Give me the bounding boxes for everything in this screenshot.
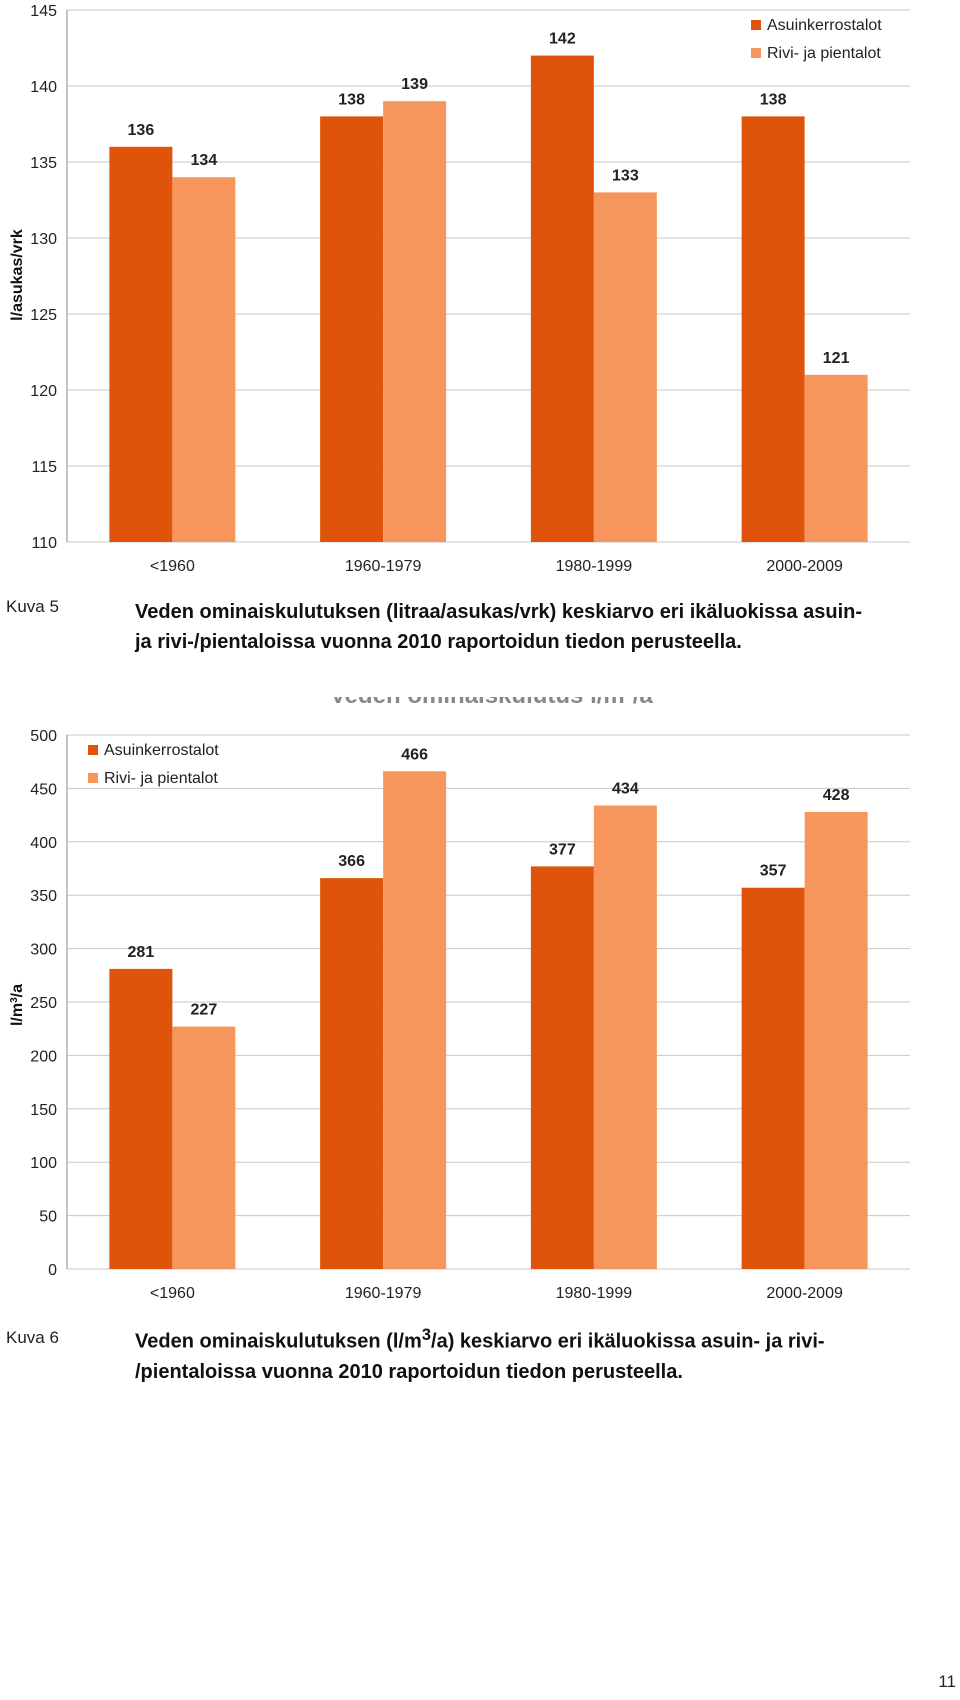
caption-line-2: ja rivi-/pientaloissa vuonna 2010 raport… (135, 631, 742, 653)
bar-rivi-pientalot (804, 374, 868, 542)
x-tick-label: 1960-1979 (345, 558, 422, 575)
legend-label: Asuinkerrostalot (104, 742, 219, 759)
y-axis-label-sup: 3 (9, 997, 20, 1003)
caption-text: Veden ominaiskulutuksen (litraa/asukas/v… (135, 597, 915, 657)
data-label: 366 (338, 853, 365, 870)
y-tick-label: 135 (30, 155, 57, 172)
x-tick-label: 2000-2009 (766, 558, 843, 575)
y-tick-label: 120 (30, 383, 57, 400)
y-axis-label-suffix: /a (9, 984, 26, 997)
data-label: 434 (612, 780, 639, 797)
bar-asuinkerrostalot (530, 866, 594, 1269)
caption-label: Kuva 5 (6, 597, 59, 616)
chart-svg: 0 50 100 150 200 250 300 350 400 450 500 l/m3/a 281 2… (9, 728, 910, 1302)
caption-line-1: Veden ominaiskulutuksen (l/m3/a) keskiar… (135, 1325, 825, 1353)
x-tick-label: <1960 (150, 1285, 195, 1302)
data-label: 121 (823, 350, 850, 367)
bar-rivi-pientalot (172, 177, 236, 542)
page-number: 11 (938, 1672, 956, 1691)
bar-rivi-pientalot (593, 192, 657, 542)
y-tick-label: 200 (30, 1048, 57, 1065)
legend-swatch (88, 773, 98, 783)
data-label: 466 (401, 746, 428, 763)
bar-rivi-pientalot (172, 1026, 236, 1269)
y-tick-label: 0 (48, 1262, 57, 1279)
bar-rivi-pientalot (383, 101, 447, 542)
chart-title-cut: Veden ominaiskulutus l/m³/a (330, 697, 653, 711)
data-label: 133 (612, 167, 639, 184)
data-label: 138 (760, 91, 787, 108)
y-tick-label: 300 (30, 942, 57, 959)
data-label: 139 (401, 76, 428, 93)
x-tick-label: <1960 (150, 558, 195, 575)
data-label: 227 (191, 1002, 218, 1019)
bar-asuinkerrostalot (320, 878, 384, 1269)
x-tick-label: 1980-1999 (556, 1285, 633, 1302)
y-axis-label: l/m3/a (9, 984, 27, 1026)
y-tick-label: 145 (30, 3, 57, 20)
data-label: 428 (823, 787, 850, 804)
caption-label: Kuva 6 (6, 1328, 59, 1347)
legend-swatch (751, 20, 761, 30)
legend-label: Asuinkerrostalot (767, 17, 882, 34)
legend-swatch (751, 48, 761, 58)
y-tick-label: 450 (30, 781, 57, 798)
caption-line-2: /pientaloissa vuonna 2010 raportoidun ti… (135, 1360, 683, 1383)
caption-line-1: Veden ominaiskulutuksen (litraa/asukas/v… (135, 601, 863, 623)
y-tick-label: 140 (30, 79, 57, 96)
bar-asuinkerrostalot (741, 116, 805, 543)
x-tick-label: 1960-1979 (345, 1285, 422, 1302)
legend-label: Rivi- ja pientalot (767, 45, 881, 62)
caption-text: Veden ominaiskulutuksen (l/m3/a) keskiar… (135, 1320, 915, 1387)
data-label: 377 (549, 841, 576, 858)
data-label: 136 (128, 122, 155, 139)
y-tick-label: 125 (30, 307, 57, 324)
y-tick-label: 110 (31, 535, 57, 552)
data-label: 357 (760, 863, 787, 880)
y-tick-label: 250 (30, 995, 57, 1012)
data-label: 281 (128, 944, 155, 961)
data-label: 142 (549, 31, 576, 48)
chart-water-use-per-resident: 110 115 120 125 130 135 140 145 l/asukas/vrk 136 1… (0, 0, 960, 590)
bar-rivi-pientalot (804, 811, 868, 1269)
legend-swatch (88, 745, 98, 755)
bar-asuinkerrostalot (109, 146, 173, 543)
bar-asuinkerrostalot (741, 887, 805, 1269)
y-tick-label: 130 (30, 231, 57, 248)
y-tick-label: 100 (30, 1155, 57, 1172)
bar-rivi-pientalot (593, 805, 657, 1269)
chart-water-use-per-m3: 0 50 100 150 200 250 300 350 400 450 500 l/m3/a 281 2… (0, 705, 960, 1315)
chart-svg: 110 115 120 125 130 135 140 145 l/asukas/vrk 136 1… (9, 3, 910, 575)
bar-asuinkerrostalot (320, 116, 384, 543)
bar-asuinkerrostalot (530, 55, 594, 542)
y-tick-label: 400 (30, 835, 57, 852)
y-tick-label: 50 (39, 1209, 57, 1226)
y-tick-label: 115 (31, 459, 57, 476)
x-tick-label: 1980-1999 (556, 558, 633, 575)
data-label: 134 (191, 152, 218, 169)
x-tick-label: 2000-2009 (766, 1285, 843, 1302)
y-tick-label: 350 (30, 888, 57, 905)
bar-rivi-pientalot (383, 771, 447, 1269)
legend-label: Rivi- ja pientalot (104, 770, 218, 787)
bar-asuinkerrostalot (109, 968, 173, 1269)
y-axis-label: l/asukas/vrk (9, 229, 26, 321)
y-tick-label: 150 (30, 1102, 57, 1119)
data-label: 138 (338, 91, 365, 108)
y-tick-label: 500 (30, 728, 57, 745)
